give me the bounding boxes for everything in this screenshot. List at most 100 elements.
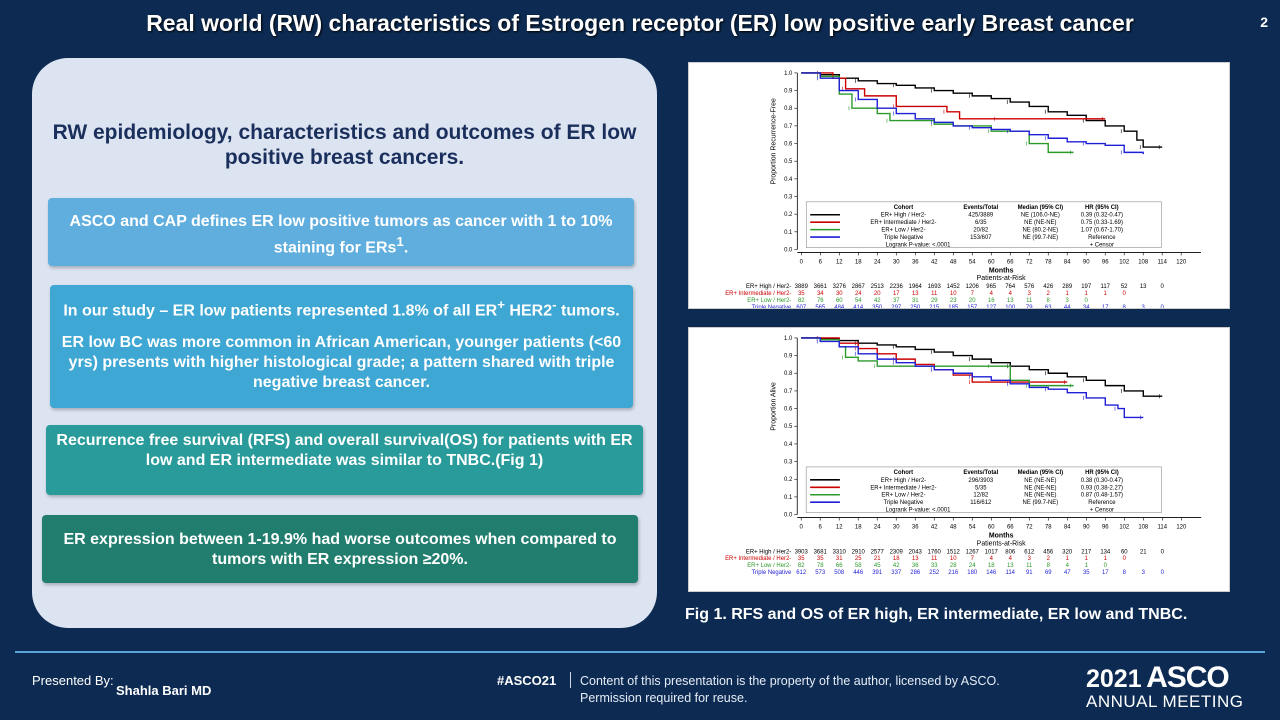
risk-value: 16: [988, 298, 995, 304]
legend-header: Events/Total: [963, 205, 998, 211]
risk-row-label: ER+ High / Her2-: [746, 549, 791, 555]
risk-value: 42: [874, 298, 881, 304]
risk-value: 66: [836, 563, 843, 569]
risk-value: 0: [1123, 556, 1127, 562]
risk-value: 24: [969, 563, 976, 569]
x-tick-label: 78: [1045, 259, 1052, 265]
risk-value: 180: [967, 570, 978, 576]
risk-value: 35: [798, 291, 805, 297]
risk-value: 82: [798, 298, 805, 304]
legend-header: Events/Total: [963, 470, 998, 476]
y-axis-label: Proportion Alive: [770, 382, 777, 431]
censor-legend: + Censor: [1090, 243, 1114, 249]
os-km-svg: 0.00.10.20.30.40.50.60.70.80.91.00 6 12 18 2…: [725, 336, 1202, 576]
risk-value: 4: [990, 556, 994, 562]
risk-value: 30: [836, 291, 843, 297]
risk-value: 576: [1024, 284, 1035, 290]
legend-header: Cohort: [894, 205, 913, 211]
legend-cell: ER+ Intermediate / Her2-: [870, 485, 936, 491]
x-tick-label: 120: [1176, 259, 1187, 265]
legend-cell: Triple Negative: [884, 235, 924, 241]
km-curve: [801, 72, 1163, 148]
asco-logo: 2021 ASCO: [1086, 661, 1230, 695]
risk-value: 69: [1045, 570, 1052, 576]
finding-text-a: In our study – ER low patients represent…: [63, 302, 498, 320]
x-tick-label: 12: [836, 524, 843, 530]
legend-box: [805, 201, 1162, 248]
risk-value: 0: [1123, 291, 1127, 297]
legend-cell: Reference: [1088, 235, 1116, 241]
risk-value: 3: [1142, 305, 1146, 308]
risk-value: 44: [1064, 305, 1071, 308]
risk-value: 3903: [795, 549, 809, 555]
logo-year: 2021: [1086, 665, 1142, 693]
risk-value: 8: [1047, 563, 1051, 569]
risk-value: 20: [969, 298, 976, 304]
x-tick-label: 66: [1007, 524, 1014, 530]
risk-value: 29: [931, 298, 938, 304]
risk-value: 216: [948, 570, 959, 576]
km-curve: [801, 337, 1068, 383]
y-tick-label: 0.1: [784, 230, 793, 236]
y-tick-label: 0.6: [784, 142, 793, 148]
risk-value: 2236: [890, 284, 904, 290]
risk-value: 11: [931, 291, 938, 297]
risk-value: 31: [912, 298, 919, 304]
risk-value: 965: [986, 284, 997, 290]
x-tick-label: 42: [931, 259, 938, 265]
risk-value: 3: [1142, 570, 1146, 576]
risk-value: 127: [986, 305, 996, 308]
hashtag: #ASCO21: [497, 673, 557, 688]
km-curve: [801, 337, 1074, 387]
x-tick-label: 102: [1119, 524, 1129, 530]
risk-value: 37: [893, 298, 900, 304]
x-tick-label: 60: [988, 524, 995, 530]
x-tick-label: 60: [988, 259, 995, 265]
risk-value: 1267: [966, 549, 979, 555]
x-tick-label: 90: [1083, 259, 1090, 265]
risk-value: 508: [834, 570, 845, 576]
risk-value: 0: [1161, 284, 1165, 290]
risk-value: 1206: [966, 284, 980, 290]
x-axis-label: Months: [989, 532, 1014, 539]
risk-title: Patients-at-Risk: [977, 540, 1026, 547]
risk-value: 1: [1085, 556, 1089, 562]
legend-cell: ER+ High / Her2-: [881, 213, 926, 219]
y-tick-label: 1.0: [784, 336, 793, 342]
risk-value: 1452: [947, 284, 960, 290]
x-tick-label: 108: [1138, 524, 1149, 530]
km-curve: [801, 72, 1144, 155]
risk-value: 2867: [852, 284, 865, 290]
legend-header: HR (95% CI): [1085, 205, 1119, 211]
risk-value: 391: [872, 570, 883, 576]
risk-value: 100: [1005, 305, 1016, 308]
risk-value: 60: [1121, 549, 1128, 555]
risk-value: 2577: [871, 549, 884, 555]
risk-value: 35: [798, 556, 805, 562]
risk-value: 2043: [909, 549, 923, 555]
x-tick-label: 114: [1157, 259, 1167, 265]
risk-value: 7: [971, 291, 974, 297]
risk-value: 13: [1007, 563, 1014, 569]
y-tick-label: 0.0: [784, 247, 793, 253]
x-tick-label: 30: [893, 524, 900, 530]
risk-value: 13: [1007, 298, 1014, 304]
risk-value: 612: [1024, 549, 1034, 555]
study-finding-1: In our study – ER low patients represent…: [56, 295, 627, 321]
risk-value: 0: [1085, 298, 1089, 304]
copyright-notice: Content of this presentation is the prop…: [580, 674, 1000, 705]
risk-value: 18: [893, 556, 900, 562]
y-tick-label: 0.7: [784, 124, 792, 130]
risk-value: 33: [931, 563, 938, 569]
legend-cell: 0.38 (0.30-0.47): [1081, 478, 1123, 484]
risk-value: 1: [1066, 291, 1070, 297]
legend-cell: 116/612: [970, 500, 991, 506]
presented-by-label: Presented By:: [32, 673, 114, 688]
rfs-km-chart: 0.0 0.1 0.2 0.3 0.4 0.5 0.6 0.7 0.8 0.9 1.0 0 6 12 18 2…: [688, 62, 1230, 309]
risk-value: 8: [1123, 305, 1127, 308]
rfs-km-svg: 0.00.10.20.30.40.50.60.70.80.91.00 6 12 18 2…: [725, 71, 1202, 308]
risk-value: 78: [817, 563, 824, 569]
slide-title: Real world (RW) characteristics of Estro…: [146, 10, 1134, 36]
risk-value: 1: [1085, 291, 1089, 297]
risk-value: 456: [1043, 549, 1054, 555]
